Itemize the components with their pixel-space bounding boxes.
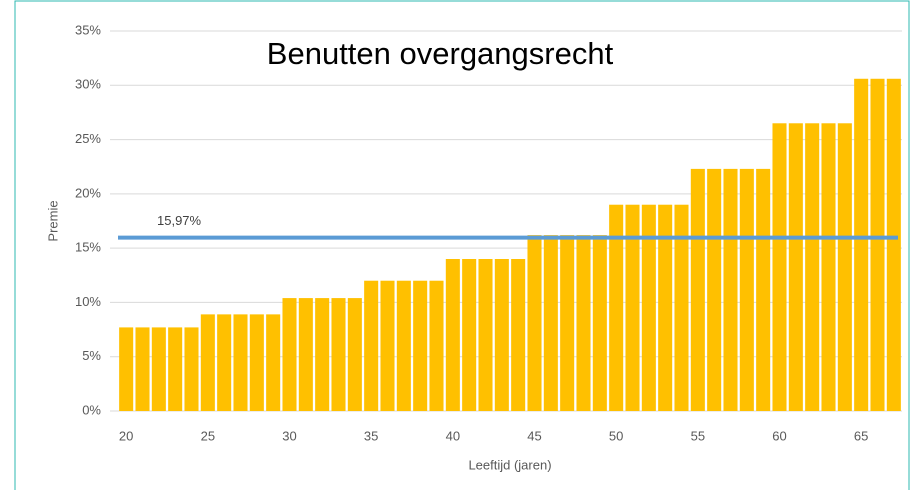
- bar: [560, 235, 575, 411]
- bar: [168, 327, 183, 411]
- bar: [217, 314, 232, 411]
- bar: [854, 78, 869, 412]
- bar: [870, 78, 885, 412]
- bar: [282, 298, 297, 411]
- x-tick-label: 55: [691, 428, 705, 443]
- reference-label: 15,97%: [157, 213, 202, 228]
- x-tick-label: 65: [854, 428, 868, 443]
- bar: [690, 168, 705, 411]
- bar: [527, 235, 542, 411]
- bar: [625, 204, 640, 411]
- bar: [788, 123, 803, 412]
- bar: [805, 123, 820, 412]
- bar: [119, 327, 134, 411]
- bar: [641, 204, 656, 411]
- y-tick-label: 5%: [82, 348, 101, 363]
- bar: [543, 235, 558, 411]
- x-tick-label: 20: [119, 428, 133, 443]
- y-tick-label: 0%: [82, 402, 101, 417]
- bar: [266, 314, 281, 411]
- x-tick-label: 60: [772, 428, 786, 443]
- bar: [478, 259, 493, 411]
- x-tick-label: 35: [364, 428, 378, 443]
- bar: [298, 298, 313, 411]
- x-tick-label: 30: [282, 428, 296, 443]
- bar: [135, 327, 150, 411]
- bar: [886, 78, 901, 412]
- y-tick-label: 15%: [75, 240, 101, 255]
- bar: [380, 280, 395, 411]
- y-tick-label: 25%: [75, 131, 101, 146]
- x-tick-label: 50: [609, 428, 623, 443]
- bar: [658, 204, 673, 411]
- bar: [511, 259, 526, 411]
- bar: [249, 314, 264, 411]
- bar: [445, 259, 460, 411]
- bar: [494, 259, 509, 411]
- bar: [184, 327, 199, 411]
- bar: [151, 327, 166, 411]
- chart-border: [14, 0, 910, 490]
- y-axis-label: Premie: [45, 200, 60, 241]
- bar: [739, 168, 754, 411]
- bar: [200, 314, 215, 411]
- bar: [413, 280, 428, 411]
- bar: [592, 235, 607, 411]
- bar: [331, 298, 346, 411]
- x-tick-label: 25: [201, 428, 215, 443]
- bar: [772, 123, 787, 412]
- bar: [396, 280, 411, 411]
- y-tick-label: 10%: [75, 294, 101, 309]
- bar: [674, 204, 689, 411]
- bar: [364, 280, 379, 411]
- bar: [756, 168, 771, 411]
- bar: [347, 298, 362, 411]
- bar: [315, 298, 330, 411]
- bar: [707, 168, 722, 411]
- bar: [821, 123, 836, 412]
- bar: [609, 204, 624, 411]
- y-tick-label: 20%: [75, 185, 101, 200]
- x-axis-label: Leeftijd (jaren): [468, 457, 551, 472]
- x-tick-label: 45: [527, 428, 541, 443]
- bar: [837, 123, 852, 412]
- chart-title: Benutten overgangsrecht: [267, 36, 614, 71]
- bar: [723, 168, 738, 411]
- bar: [233, 314, 248, 411]
- bar: [576, 235, 591, 411]
- x-tick-label: 40: [446, 428, 460, 443]
- y-tick-label: 30%: [75, 77, 101, 92]
- bar: [429, 280, 444, 411]
- y-tick-label: 35%: [75, 22, 101, 37]
- bar: [462, 259, 477, 411]
